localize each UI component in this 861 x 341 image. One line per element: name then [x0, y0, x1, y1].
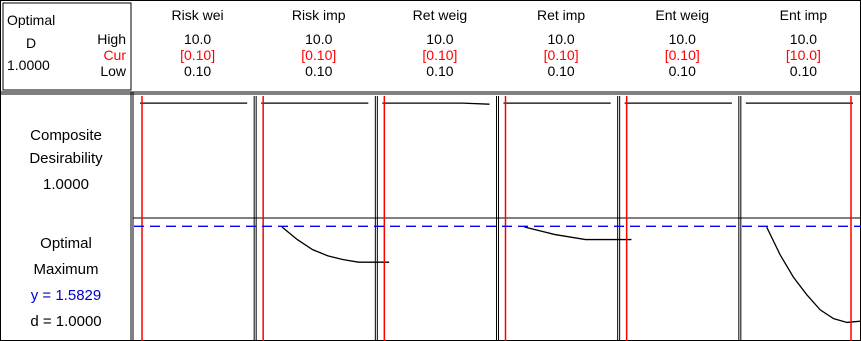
optimal-label-line2: Maximum — [33, 261, 98, 278]
y-value-text: y = 1.5829 — [31, 287, 101, 304]
response-curve-risk-wei — [281, 226, 390, 263]
factor-low-ret-weig: 0.10 — [426, 63, 453, 79]
factor-low-ent-imp: 0.10 — [790, 63, 817, 79]
desirability-curve-ret-weig — [382, 102, 490, 105]
factor-name-ent-weig: Ent weig — [655, 7, 709, 23]
factor-cur-ret-weig: [0.10] — [422, 47, 457, 63]
composite-value: 1.0000 — [43, 176, 89, 193]
factor-high-ent-imp: 10.0 — [790, 31, 817, 47]
d-value-text: d = 1.0000 — [30, 313, 101, 330]
optimal-label: Optimal — [7, 12, 55, 28]
low-label: Low — [100, 63, 127, 79]
factor-low-risk-imp: 0.10 — [305, 63, 332, 79]
response-curve-ret-weig — [766, 226, 861, 324]
factor-name-ret-weig: Ret weig — [413, 7, 467, 23]
factor-high-ret-imp: 10.0 — [547, 31, 574, 47]
factor-name-risk-imp: Risk imp — [292, 7, 346, 23]
factor-name-risk-wei: Risk wei — [172, 7, 224, 23]
summary-box — [2, 2, 132, 91]
factor-low-ent-weig: 0.10 — [669, 63, 696, 79]
factor-low-ret-imp: 0.10 — [547, 63, 574, 79]
optimal-label-line1: Optimal — [40, 235, 92, 252]
factor-cur-ret-imp: [0.10] — [544, 47, 579, 63]
response-curve-risk-imp — [524, 226, 632, 241]
high-label: High — [97, 31, 126, 47]
d-label: D — [26, 35, 36, 51]
factor-low-risk-wei: 0.10 — [184, 63, 211, 79]
factor-cur-risk-wei: [0.10] — [180, 47, 215, 63]
cur-label: Cur — [103, 47, 126, 63]
composite-label-line1: Composite — [30, 127, 102, 144]
composite-label-line2: Desirability — [29, 150, 103, 167]
factor-cur-ent-weig: [0.10] — [665, 47, 700, 63]
factor-high-risk-imp: 10.0 — [305, 31, 332, 47]
factor-cur-ent-imp: [10.0] — [786, 47, 821, 63]
factor-name-ent-imp: Ent imp — [780, 7, 828, 23]
factor-high-ret-weig: 10.0 — [426, 31, 453, 47]
factor-high-risk-wei: 10.0 — [184, 31, 211, 47]
factor-name-ret-imp: Ret imp — [537, 7, 585, 23]
factor-cur-risk-imp: [0.10] — [301, 47, 336, 63]
factor-high-ent-weig: 10.0 — [669, 31, 696, 47]
d-value: 1.0000 — [7, 57, 50, 73]
